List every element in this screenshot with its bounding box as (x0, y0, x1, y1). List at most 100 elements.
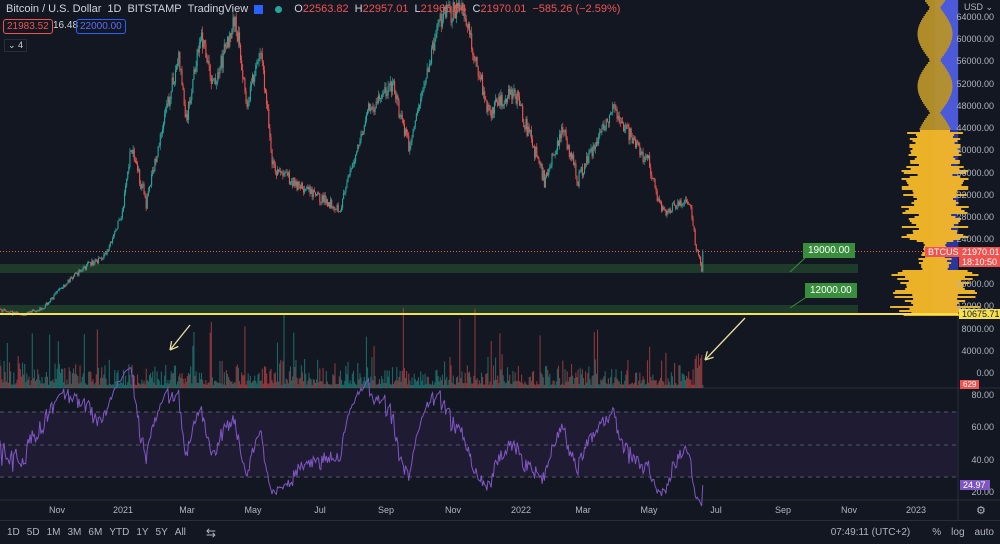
volume-bar (695, 355, 697, 388)
candle (54, 293, 56, 295)
candle (342, 199, 344, 208)
chart-canvas[interactable] (0, 0, 1000, 520)
volume-bar (553, 380, 555, 388)
close-value: 21970.01 (480, 3, 527, 15)
candle (670, 211, 672, 213)
level-label-19000[interactable]: 19000.00 (803, 243, 855, 258)
volume-bar (330, 384, 332, 388)
flag-icon[interactable] (254, 4, 264, 14)
candle (34, 310, 37, 312)
log-scale-toggle[interactable]: log (951, 527, 965, 538)
candle (522, 105, 524, 123)
volume-bar (256, 383, 258, 388)
volume-bar (233, 382, 235, 388)
candle (334, 208, 336, 210)
candle (674, 203, 676, 206)
settings-gear-icon[interactable]: ⚙ (976, 505, 986, 517)
volume-profile-bar (918, 78, 952, 80)
volume-bar (75, 364, 77, 388)
volume-bar (685, 375, 688, 388)
candle (602, 124, 604, 129)
volume-pane (0, 316, 958, 388)
candle (588, 152, 590, 163)
candle (168, 96, 170, 107)
percent-scale-toggle[interactable]: % (932, 527, 942, 538)
volume-profile-bar (891, 274, 979, 276)
range-all[interactable]: All (174, 527, 186, 538)
sell-price-button[interactable]: 21983.52 (3, 19, 53, 34)
rsi-tick: 80.00 (971, 390, 994, 400)
candle (464, 13, 466, 19)
candle (1, 309, 3, 312)
candle (668, 208, 670, 213)
volume-bar (333, 375, 335, 388)
volume-bar (118, 383, 120, 388)
volume-bar (182, 378, 184, 388)
date-range-icon[interactable]: ⇆ (205, 525, 216, 540)
volume-bar (295, 359, 297, 388)
candle (679, 200, 681, 206)
candle (146, 196, 148, 209)
volume-bar (684, 380, 686, 388)
time-tick: Jul (314, 505, 326, 515)
clock[interactable]: 07:49:11 (UTC+2) (830, 527, 911, 538)
volume-bar (58, 363, 60, 388)
range-ytd[interactable]: YTD (109, 527, 130, 538)
candle (221, 56, 223, 68)
volume-bar (77, 375, 79, 388)
volume-bar (349, 380, 351, 388)
volume-profile-bar (901, 178, 969, 180)
range-5y[interactable]: 5Y (155, 527, 168, 538)
volume-bar (671, 376, 673, 388)
range-1d[interactable]: 1D (7, 527, 20, 538)
candle (157, 146, 159, 156)
volume-bar (236, 364, 238, 388)
volume-profile-bar (927, 10, 943, 12)
auto-scale-toggle[interactable]: auto (974, 527, 994, 538)
candle (548, 169, 550, 176)
volume-bar (84, 383, 86, 388)
candle (378, 95, 381, 99)
low-value: 21965.54 (420, 3, 467, 15)
symbol-name[interactable]: Bitcoin / U.S. Dollar (6, 3, 102, 15)
candle (302, 189, 305, 193)
volume-bar (172, 372, 174, 388)
candle (479, 77, 481, 80)
level-label-12000[interactable]: 12000.00 (805, 283, 857, 298)
candle (678, 201, 680, 206)
candle (88, 261, 90, 264)
candle (281, 172, 283, 174)
volume-bar (74, 373, 76, 388)
range-3m[interactable]: 3M (67, 527, 82, 538)
volume-bar (552, 380, 554, 388)
candle (250, 83, 252, 87)
interval[interactable]: 1D (107, 3, 122, 15)
range-5d[interactable]: 5D (26, 527, 40, 538)
candle (8, 311, 11, 313)
volume-bar (200, 372, 203, 388)
currency-selector[interactable]: USD ⌄ (964, 2, 994, 12)
volume-bar (325, 371, 327, 388)
candle (575, 163, 577, 176)
range-1y[interactable]: 1Y (136, 527, 149, 538)
range-6m[interactable]: 6M (88, 527, 103, 538)
volume-profile-bar (908, 218, 962, 220)
indicators-toggle[interactable]: ⌄ 4 (4, 39, 28, 52)
candle (618, 115, 620, 122)
candle (204, 40, 206, 44)
volume-profile-bar (901, 226, 969, 228)
volume-bar (104, 365, 106, 388)
buy-price-button[interactable]: 22000.00 (76, 19, 126, 34)
candle (75, 273, 77, 275)
candle (256, 61, 258, 66)
volume-bar (626, 370, 628, 388)
range-1m[interactable]: 1M (46, 527, 61, 538)
candle (89, 261, 91, 263)
volume-bar (263, 366, 266, 388)
candle (508, 89, 510, 98)
volume-profile-bar (914, 216, 956, 218)
candle (205, 43, 207, 58)
volume-bar (214, 380, 216, 388)
candle (96, 260, 98, 263)
volume-bar (196, 382, 198, 388)
